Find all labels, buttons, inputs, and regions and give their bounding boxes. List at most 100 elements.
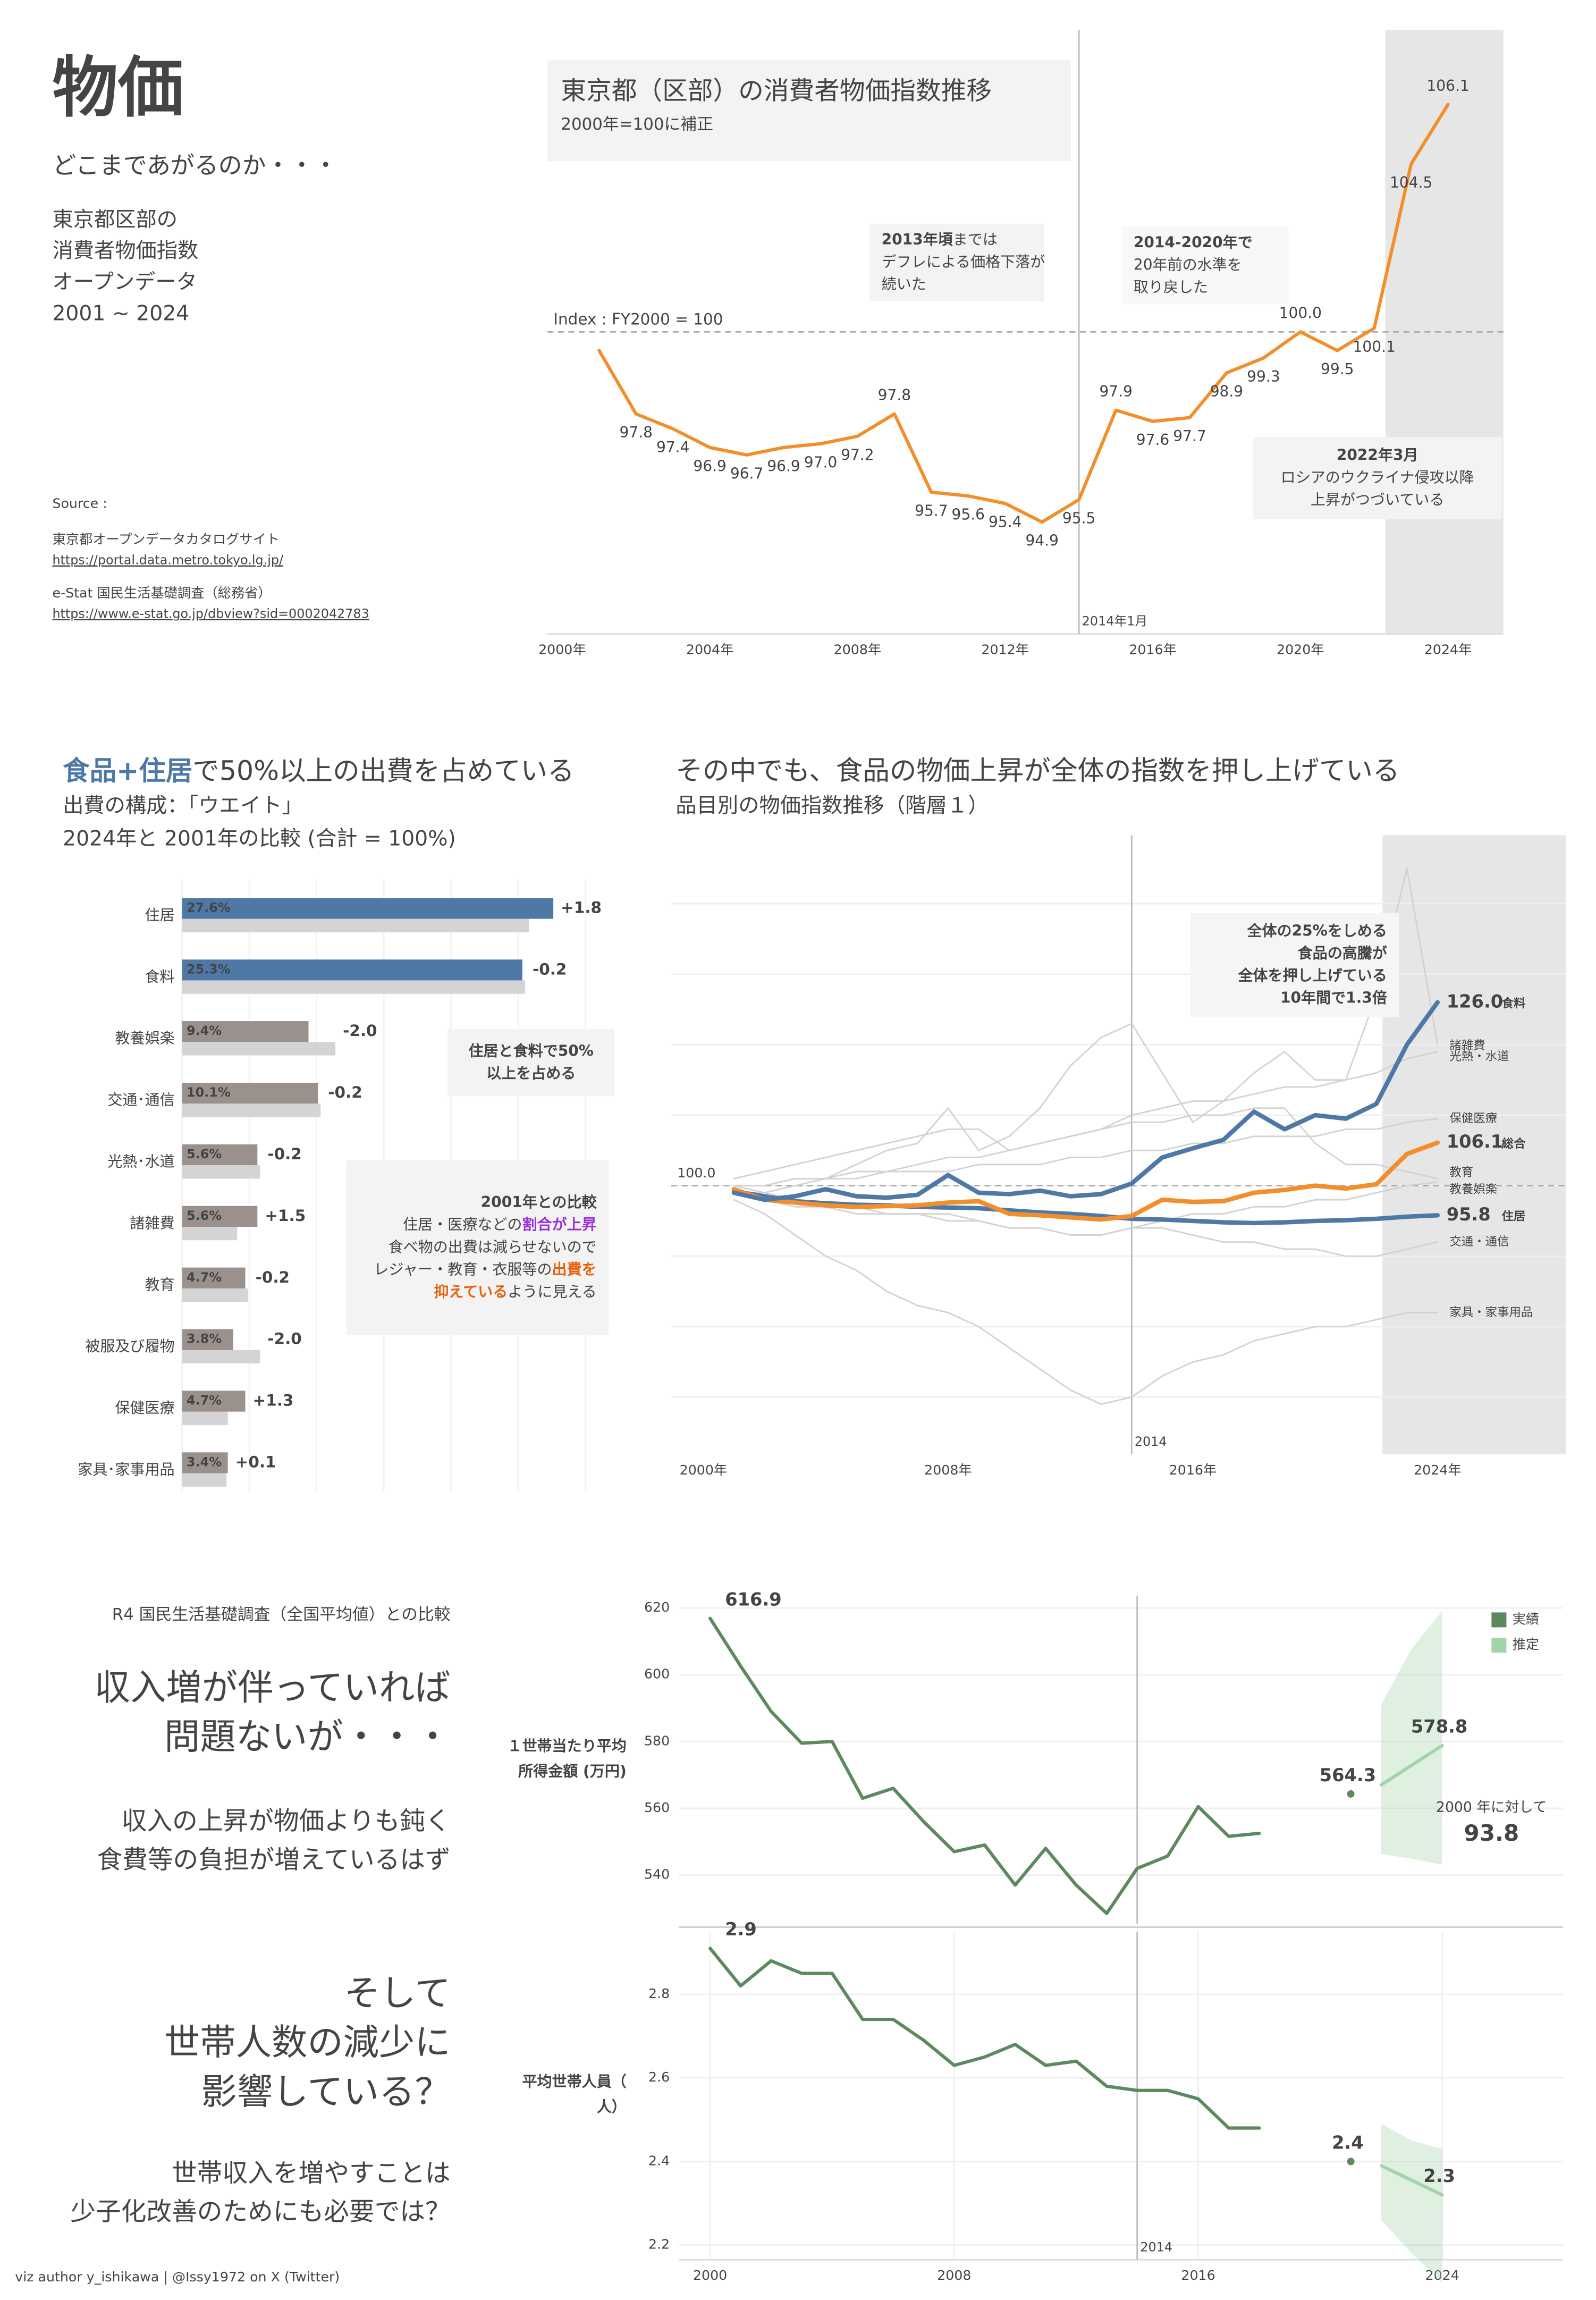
reference-label: 100.0 bbox=[677, 1165, 715, 1181]
x-tick-label: 2008年 bbox=[834, 642, 882, 657]
value-label: 96.9 bbox=[767, 457, 800, 475]
difference-label: +0.1 bbox=[235, 1453, 276, 1471]
annotation-text-part: 割合が上昇 bbox=[522, 1216, 596, 1233]
x-tick-label: 2000年 bbox=[538, 642, 586, 657]
value-label: 95.4 bbox=[989, 513, 1021, 531]
value-label: 99.3 bbox=[1247, 368, 1280, 385]
value-label: 97.6 bbox=[1136, 431, 1169, 449]
annotation-text-part: ように見える bbox=[508, 1283, 596, 1300]
bar-2001 bbox=[182, 1350, 260, 1364]
highlight-period bbox=[1382, 835, 1566, 1454]
annotation-text-part: 2013年頃 bbox=[882, 231, 953, 248]
difference-label: -2.0 bbox=[343, 1022, 377, 1040]
annotation-text: 10年間で1.3倍 bbox=[1280, 989, 1387, 1007]
note-text: 収入増が伴っていれば bbox=[95, 1666, 451, 1708]
annotation-box bbox=[1253, 437, 1502, 519]
value-label: 5.6% bbox=[187, 1147, 222, 1161]
source-label: Source : bbox=[52, 495, 107, 511]
category-label: 光熱･水道 bbox=[107, 1153, 174, 1170]
value-label: 95.8 bbox=[1447, 1204, 1491, 1225]
annotation-text: 食べ物の出費は減らせないので bbox=[389, 1238, 597, 1256]
bar-2024 bbox=[182, 1082, 318, 1104]
series-line bbox=[731, 1140, 1440, 1222]
y-tick-label: 540 bbox=[644, 1867, 670, 1882]
series-label: 保健医療 bbox=[1449, 1111, 1497, 1125]
bar-2001 bbox=[182, 1103, 321, 1117]
annotation-text: 20年前の水準を bbox=[1134, 256, 1242, 273]
value-label: 106.1 bbox=[1447, 1131, 1503, 1152]
chart-title-part: 食品+住居 bbox=[63, 755, 192, 786]
note-text: 世帯人数の減少に bbox=[164, 2021, 451, 2063]
annotation-text: 全体の25%をしめる bbox=[1246, 922, 1387, 939]
bar-2001 bbox=[182, 1165, 260, 1179]
difference-label: -0.2 bbox=[328, 1083, 362, 1101]
x-tick-label: 2016 bbox=[1181, 2268, 1215, 2283]
value-label: 97.4 bbox=[656, 439, 689, 456]
y-tick-label: 2.6 bbox=[648, 2069, 670, 2085]
x-tick-label: 2000年 bbox=[680, 1462, 728, 1478]
value-label: 27.6% bbox=[187, 900, 231, 915]
annotation-text: 取り戻した bbox=[1134, 279, 1208, 296]
annotation-text: 2000 年に対して bbox=[1436, 1799, 1547, 1815]
x-tick-label: 2008年 bbox=[924, 1462, 972, 1478]
value-label: 100.1 bbox=[1353, 338, 1396, 356]
series-label: 諸雑費 bbox=[1449, 1039, 1485, 1052]
value-label: 126.0 bbox=[1447, 991, 1503, 1012]
series-line bbox=[733, 1118, 1439, 1187]
annotation-text-part: 2022年3月 bbox=[1337, 446, 1418, 464]
x-tick-label: 2000 bbox=[693, 2268, 727, 2283]
bar-2024 bbox=[182, 1021, 309, 1042]
value-label: 99.5 bbox=[1321, 360, 1354, 378]
difference-label: -0.2 bbox=[256, 1268, 290, 1286]
footer: viz author y_ishikawa | @Issy1972 on X (… bbox=[15, 2269, 340, 2285]
note-text: 問題ないが・・・ bbox=[164, 1715, 451, 1757]
bar-2024 bbox=[182, 1329, 233, 1350]
value-label: 3.8% bbox=[187, 1332, 222, 1346]
y-tick-label: 2.4 bbox=[648, 2153, 670, 2168]
bar-2024 bbox=[182, 898, 554, 919]
y-axis-title: １世帯当たり平均 bbox=[507, 1737, 626, 1755]
marker-label: 2014 bbox=[1135, 1434, 1167, 1449]
value-label: 95.6 bbox=[952, 506, 985, 524]
category-label: 保健医療 bbox=[115, 1399, 174, 1417]
annotation-text-part: 出費を bbox=[552, 1260, 597, 1278]
annotation-text: 続いた bbox=[882, 275, 926, 293]
x-tick-label: 2004年 bbox=[686, 642, 734, 657]
series-label: 光熱・水道 bbox=[1449, 1049, 1509, 1063]
series-line bbox=[733, 1199, 1439, 1405]
annotation-text-part: までは bbox=[953, 231, 998, 248]
chart-title: 東京都（区部）の消費者物価指数推移 bbox=[561, 77, 992, 106]
bar-2001 bbox=[182, 1042, 336, 1056]
annotation-box bbox=[346, 1160, 609, 1335]
x-tick-label: 2024年 bbox=[1414, 1462, 1462, 1478]
difference-label: -0.2 bbox=[533, 960, 567, 978]
annotation-text: レジャー・教育・衣服等の出費を bbox=[374, 1260, 596, 1278]
value-label: 564.3 bbox=[1320, 1765, 1376, 1785]
bar-2024 bbox=[182, 1144, 258, 1166]
y-tick-label: 560 bbox=[644, 1800, 670, 1815]
note-text: 少子化改善のためにも必要では？ bbox=[70, 2197, 450, 2227]
series-label: 教育 bbox=[1449, 1166, 1473, 1180]
y-tick-label: 2.8 bbox=[648, 1986, 670, 2001]
x-tick-label: 2020年 bbox=[1277, 642, 1324, 657]
y-axis-title: 平均世帯人員（ bbox=[522, 2072, 626, 2090]
data-point bbox=[1347, 2158, 1355, 2166]
annotation-value: 93.8 bbox=[1464, 1820, 1519, 1846]
annotation-box bbox=[447, 1029, 615, 1097]
value-label: 95.7 bbox=[915, 502, 948, 519]
description: 東京都区部の bbox=[52, 208, 178, 232]
value-label: 2.3 bbox=[1423, 2166, 1455, 2186]
category-label: 住居 bbox=[145, 906, 174, 924]
chart-subtitle: 出費の構成：「ウエイト」 bbox=[63, 794, 303, 818]
category-label: 被服及び履物 bbox=[85, 1337, 174, 1355]
x-tick-label: 2008 bbox=[937, 2268, 971, 2283]
description: 2001 ~ 2024 bbox=[52, 302, 189, 326]
bar-2001 bbox=[182, 1288, 248, 1302]
y-tick-label: 600 bbox=[644, 1666, 670, 1682]
series-label: 家具・家事用品 bbox=[1449, 1305, 1533, 1319]
value-label: 5.6% bbox=[187, 1208, 222, 1223]
difference-label: -2.0 bbox=[267, 1330, 301, 1348]
x-tick-label: 2016年 bbox=[1129, 642, 1177, 657]
